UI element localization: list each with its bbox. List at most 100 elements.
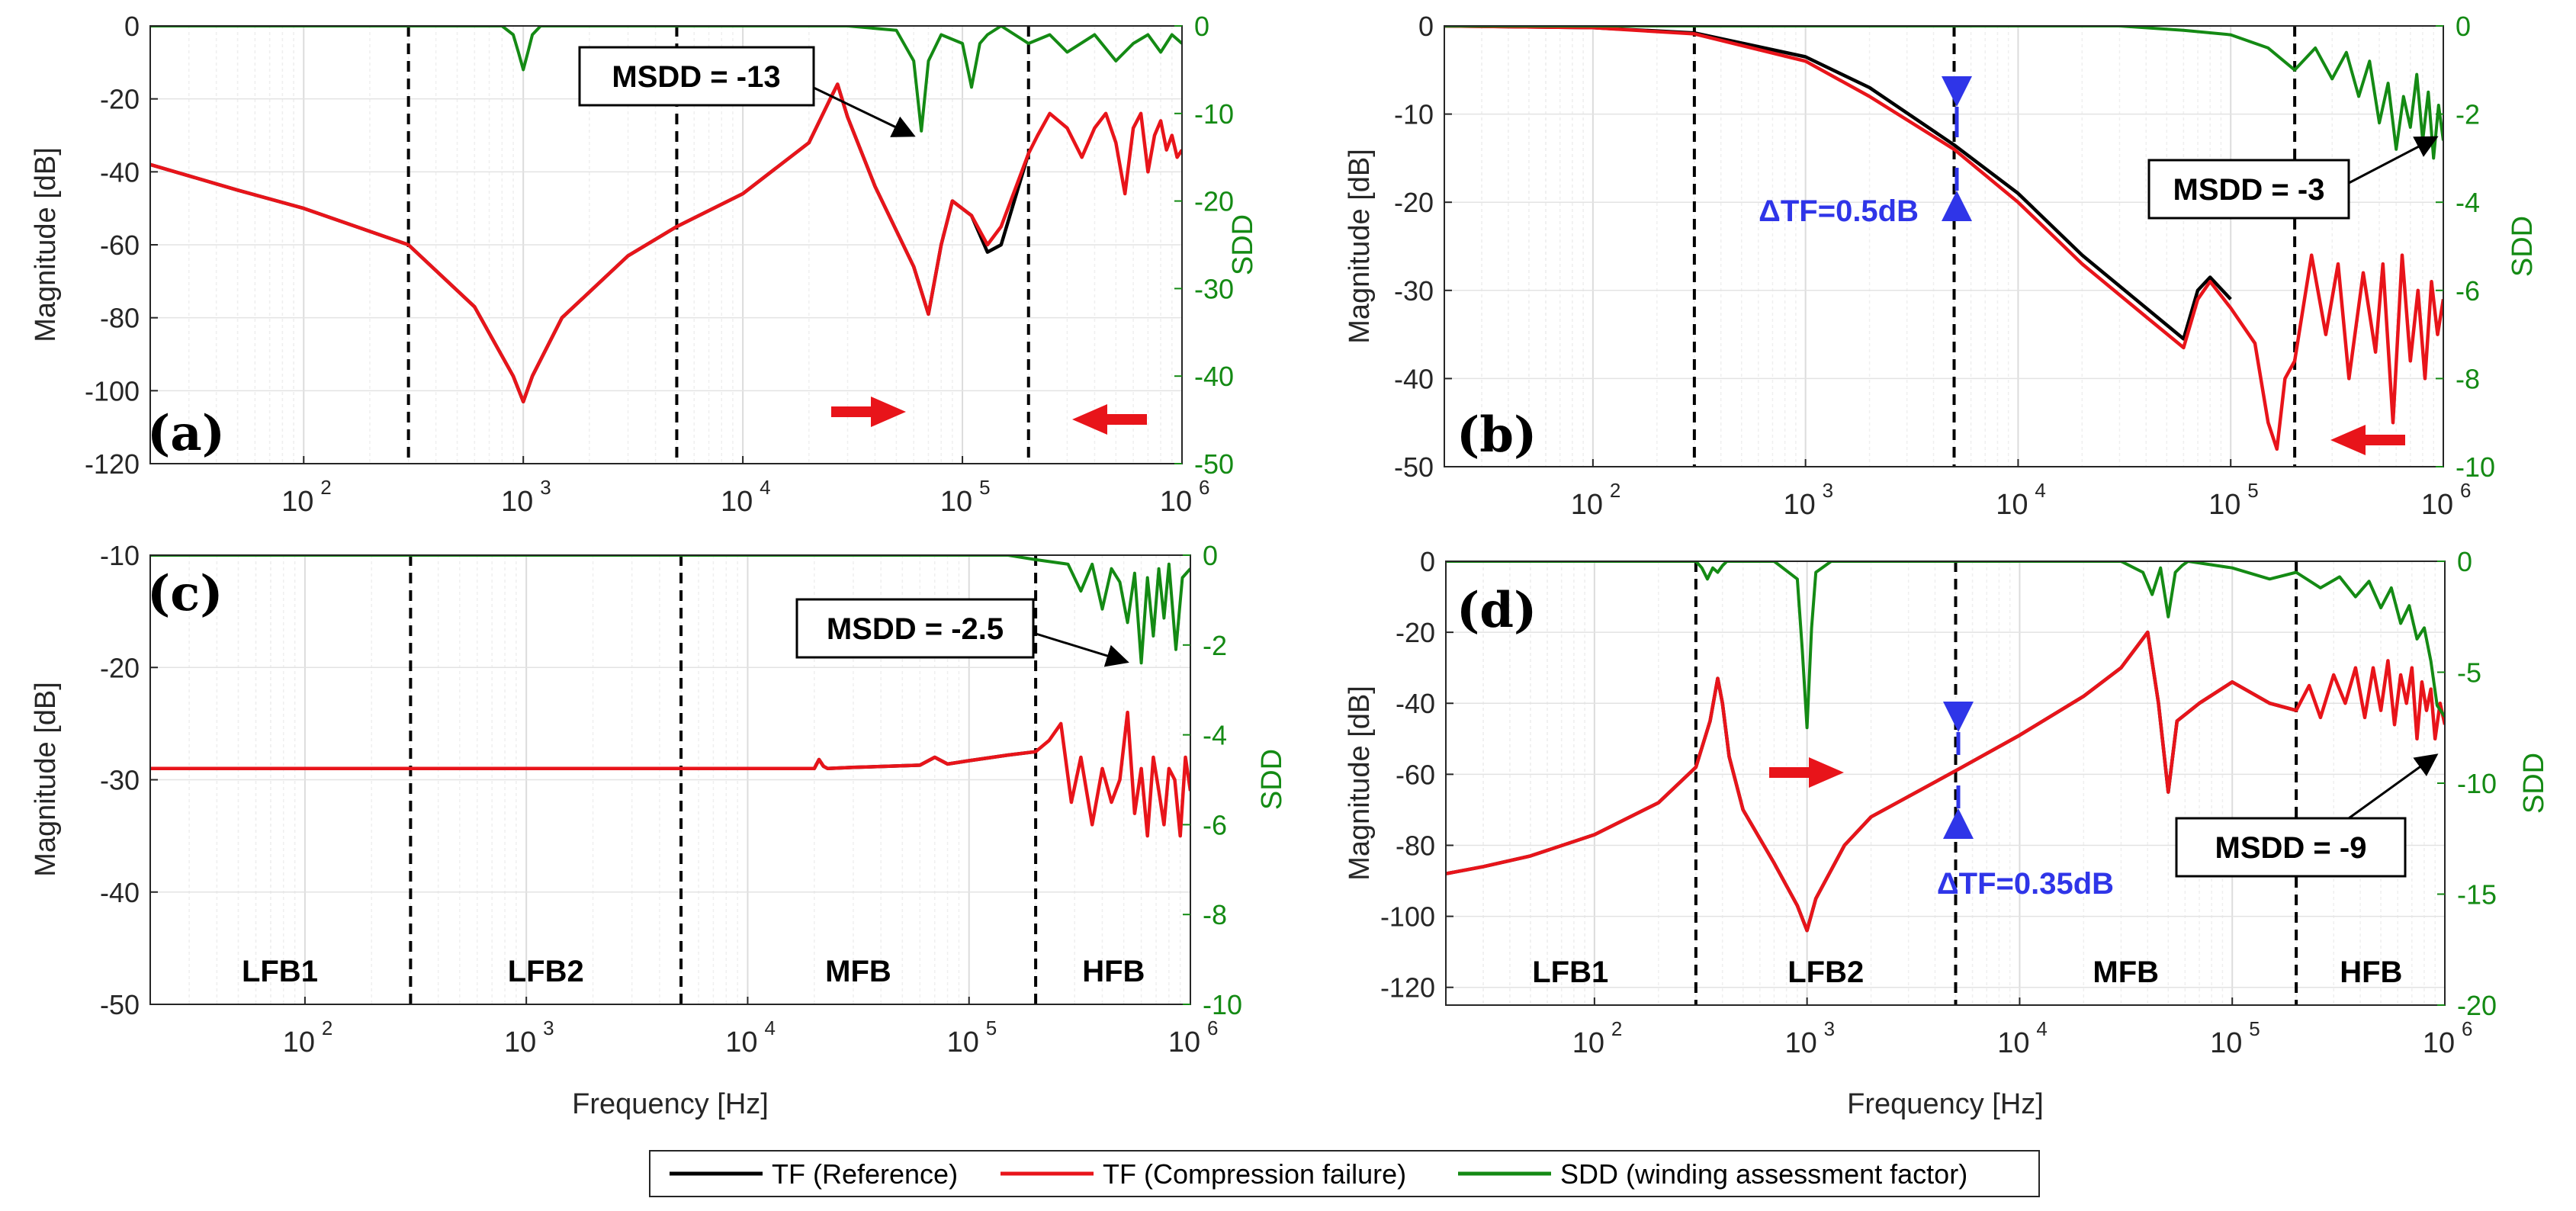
series-c — [150, 555, 1190, 838]
x-tick-label: 10 — [940, 486, 972, 518]
down-arrow — [1943, 702, 1974, 732]
y2-tick-label: -2 — [2456, 99, 2480, 130]
series-line-compression-failure — [1444, 26, 2443, 451]
annotation-box — [2175, 817, 2407, 878]
y-tick-label: -50 — [100, 989, 140, 1020]
x-tick-exponent: 6 — [1199, 476, 1209, 499]
y2-tick-label: 0 — [1203, 540, 1218, 571]
y2-tick-label: -4 — [2456, 187, 2480, 218]
band-lines-d — [1694, 561, 2298, 1005]
x-tick-exponent: 6 — [1207, 1017, 1218, 1039]
y2-tick-label: -20 — [2457, 990, 2497, 1021]
x-tick-exponent: 4 — [760, 476, 770, 499]
x-tick-exponent: 5 — [986, 1017, 997, 1039]
delta-tf-label: ΔTF=0.5dB — [1759, 194, 1919, 228]
y-tick-label: -120 — [85, 448, 140, 480]
delta-tf-marker-d: ΔTF=0.35dB — [1937, 702, 2114, 901]
y2-tick-label: -15 — [2457, 879, 2497, 911]
y2-tick-label: -40 — [1194, 361, 1234, 392]
legend-label: TF (Reference) — [772, 1158, 958, 1190]
y-tick-label: -30 — [100, 765, 140, 796]
panel-c: 10 2 10 3 10 4 10 5 10 6-10-20-30-40-500-2-4-6-8-… — [30, 540, 1288, 1120]
x-tick-label: 10 — [725, 1026, 757, 1058]
down-arrow — [1942, 76, 1972, 107]
series-a — [150, 26, 1182, 403]
x-tick-label: 10 — [283, 1026, 315, 1058]
y-tick-label: -60 — [100, 230, 140, 261]
ticks-d: 10 2 10 3 10 4 10 5 10 6 0 -20 -40 -60 -80 -100 -120 0 -5 -… — [1380, 546, 2497, 1059]
x-tick-label: 10 — [1784, 489, 1816, 521]
legend-entry-reference: TF (Reference) — [670, 1158, 958, 1190]
y-tick-label: -40 — [100, 156, 140, 188]
grid-b — [1444, 25, 2444, 467]
band-labels-c: LFB1 LFB2 MFB HFB — [242, 955, 1145, 988]
legend: TF (Reference) TF (Compression failure) … — [649, 1150, 2040, 1197]
y2-tick-label: -10 — [1203, 989, 1242, 1020]
y2-tick-label: -10 — [2456, 451, 2495, 483]
x-tick-label: 10 — [1572, 1027, 1604, 1059]
annotation-box — [578, 46, 815, 107]
annotation-arrow — [813, 86, 916, 137]
band-lines-c — [409, 555, 1038, 1004]
x-tick-label: 10 — [1785, 1027, 1817, 1059]
band-label: LFB1 — [242, 955, 318, 988]
y2-tick-label: -8 — [1203, 899, 1227, 930]
y-tick-label: -80 — [1396, 830, 1435, 861]
panel-label-d: (d) — [1457, 582, 1537, 639]
y2-tick-label: -10 — [2457, 768, 2497, 799]
x-tick-exponent: 3 — [540, 476, 551, 499]
y-tick-label: -20 — [100, 652, 140, 683]
x-tick-exponent: 6 — [2462, 1017, 2472, 1040]
x-tick-exponent: 5 — [979, 476, 990, 499]
y2-tick-label: -6 — [2456, 275, 2480, 307]
x-tick-exponent: 5 — [2247, 479, 2258, 502]
xlabel-c: Frequency [Hz] — [572, 1088, 769, 1120]
x-tick-label: 10 — [2208, 489, 2240, 521]
annotation-arrow — [2348, 136, 2439, 185]
plot-area-b — [1444, 26, 2443, 467]
x-tick-label: 10 — [1997, 1027, 2029, 1059]
annotation-arrow — [1033, 631, 1129, 667]
y-tick-label: -10 — [100, 540, 140, 571]
axes-box-b — [1444, 25, 2444, 467]
panel-label-b: (b) — [1457, 406, 1537, 464]
x-tick-exponent: 4 — [2035, 479, 2045, 502]
x-tick-exponent: 5 — [2249, 1017, 2260, 1040]
y2-tick-label: 0 — [2457, 546, 2472, 577]
x-tick-exponent: 4 — [764, 1017, 775, 1039]
x-tick-label: 10 — [2423, 1027, 2455, 1059]
panel-label-a: (a) — [147, 405, 225, 462]
y2label-d: SDD — [2518, 753, 2550, 814]
series-line-compression-failure — [1446, 630, 2445, 933]
band-label: HFB — [2340, 956, 2402, 989]
series-line-compression-failure — [150, 82, 1182, 403]
y-tick-label: -40 — [100, 877, 140, 908]
series-line-sdd — [1446, 561, 2445, 730]
band-label: MFB — [825, 955, 891, 988]
y2-tick-label: -5 — [2457, 657, 2481, 689]
msdd-annotation-c: MSDD = -2.5 — [795, 598, 1129, 667]
right-arrow — [1769, 757, 1844, 788]
x-tick-exponent: 3 — [1824, 1017, 1835, 1040]
x-tick-label: 10 — [1571, 489, 1603, 521]
band-label: HFB — [1082, 955, 1145, 988]
x-tick-exponent: 2 — [1611, 1017, 1622, 1040]
y2-tick-label: 0 — [2456, 11, 2471, 42]
y2label-c: SDD — [1256, 749, 1288, 810]
x-tick-exponent: 4 — [2036, 1017, 2047, 1040]
x-tick-label: 10 — [721, 486, 753, 518]
x-tick-exponent: 2 — [322, 1017, 332, 1039]
x-tick-exponent: 3 — [543, 1017, 554, 1039]
band-label: LFB1 — [1532, 956, 1608, 989]
y-tick-label: -80 — [100, 303, 140, 334]
x-tick-label: 10 — [2210, 1027, 2242, 1059]
x-tick-label: 10 — [1168, 1026, 1200, 1058]
y-tick-label: -40 — [1394, 363, 1434, 394]
x-tick-exponent: 2 — [1610, 479, 1620, 502]
x-tick-label: 10 — [2421, 489, 2453, 521]
y-tick-label: -100 — [85, 375, 140, 406]
left-arrow — [1072, 404, 1147, 435]
panel-d: 10 2 10 3 10 4 10 5 10 6 0 -20 -40 -60 -80 -100 -120 0 -5 -… — [1344, 546, 2550, 1120]
left-arrow — [2330, 425, 2405, 455]
msdd-annotation-a: MSDD = -13 — [578, 46, 916, 137]
